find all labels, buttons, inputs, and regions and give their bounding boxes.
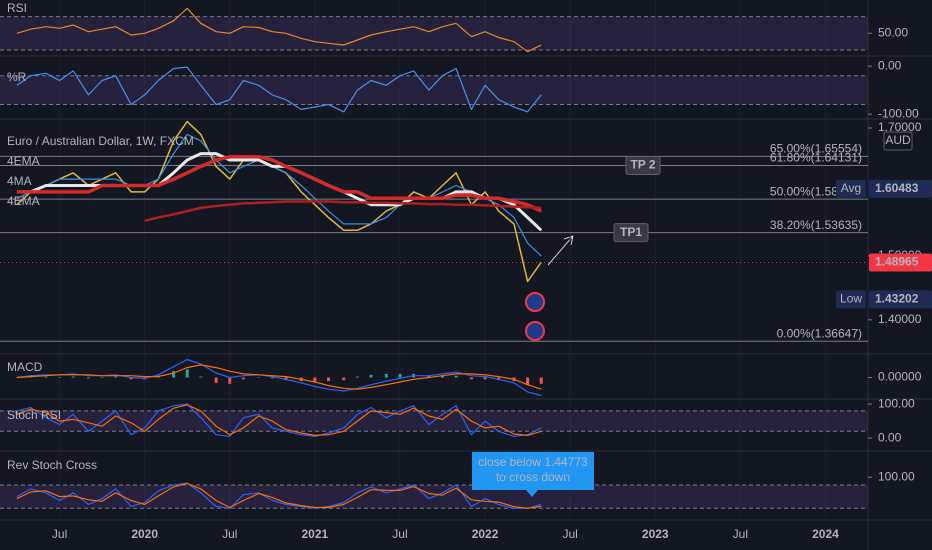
target-label: TP 2 [630,158,655,172]
currency-box [883,131,913,151]
series-line [16,364,542,390]
callout-text: close below 1.44773 [478,455,588,469]
y-tick-label: 1.70000 [878,120,922,134]
price-badge-label: 1.43202 [875,292,919,306]
y-tick-label: 100.00 [878,469,915,483]
histogram-bar [58,377,62,378]
callout-text: to cross down [496,470,570,484]
x-tick-label: 2022 [472,527,499,541]
y-tick-label: 1.40000 [878,312,922,326]
target-box [613,223,649,243]
callout [472,452,594,497]
series-line [17,155,542,213]
target-box [625,156,661,176]
histogram-bar [71,376,75,378]
x-tick-label: Jul [733,527,748,541]
histogram-bar [483,377,487,380]
y-tick-label: 0.00 [878,58,902,72]
x-tick-label: Jul [392,527,407,541]
series-line [16,482,542,509]
histogram-bar [526,377,530,385]
histogram-bar [313,377,317,382]
legend-entry: 4EMA [7,154,40,168]
x-tick-label: Jul [222,527,237,541]
x-tick-label: Jul [562,527,577,541]
histogram-bar [326,377,330,382]
histogram-bar [199,376,203,378]
panel-title: Rev Stoch Cross [7,458,97,472]
marker-name: Low [840,292,862,306]
x-tick-label: 2021 [302,527,329,541]
y-tick-label: -100.00 [878,106,919,120]
legend-entry: 4EMA [7,194,40,208]
marker-name: Avg [841,181,861,195]
currency-label: AUD [885,133,911,147]
histogram-bar [342,377,346,381]
histogram-bar [539,377,543,384]
histogram-bar [270,377,274,379]
histogram-bar [185,369,189,378]
price-badge-label: 1.48965 [875,255,919,269]
price-badge [869,290,932,309]
histogram-bar [384,373,388,378]
panel-title: Euro / Australian Dollar, 1W, FXCM [7,134,194,148]
legend-entry: 4MA [7,174,32,188]
histogram-bar [469,377,473,380]
x-tick-label: 2023 [642,527,669,541]
marker-tag [836,290,866,309]
histogram-bar [228,377,232,384]
histogram-bar [129,377,133,380]
x-tick-label: 2020 [131,527,158,541]
x-tick-label: 2024 [812,527,839,541]
fib-label: 65.00%(1.65554) [770,142,862,156]
panel-title: MACD [7,360,43,374]
series-line [16,7,542,53]
y-tick-label: 100.00 [878,396,915,410]
y-tick-label: 50.00 [878,26,908,40]
histogram-bar [441,375,445,378]
histogram-bar [100,377,104,378]
histogram-bar [114,376,118,378]
series-line [16,482,542,509]
y-tick-label: 0.00 [878,430,902,444]
x-tick-label: Jul [52,527,67,541]
band-fill [0,16,868,51]
histogram-bar [427,375,431,378]
histogram-bar [454,375,458,378]
band-fill [0,75,868,105]
series-line [16,66,542,113]
price-badge [869,253,932,272]
y-tick-label: 0.00000 [878,370,922,384]
target-label: TP1 [620,225,642,239]
series-line [16,403,542,437]
marker-tag [836,179,866,198]
histogram-bar [355,376,359,378]
series-line [144,200,542,222]
histogram-bar [214,377,218,383]
price-badge [869,179,932,198]
panel-title: %R [7,70,27,84]
histogram-bar [257,377,261,378]
fib-label: 0.00%(1.36647) [777,326,862,340]
event-icon[interactable] [525,321,545,341]
histogram-bar [172,371,176,378]
arrow [547,235,574,266]
arrow-head [563,235,574,246]
fib-label: 38.20%(1.53635) [770,218,862,232]
series-line [16,404,542,436]
fib-label: 61.80%(1.64131) [770,151,862,165]
histogram-bar [241,377,245,380]
histogram-bar [44,376,48,378]
panel-title: RSI [7,1,27,15]
histogram-bar [398,373,402,378]
histogram-bar [87,377,91,379]
panel-title: Stoch RSI [7,408,61,422]
price-badge-label: 1.60483 [875,181,919,195]
series-line [16,133,542,257]
histogram-bar [369,374,373,378]
event-icon[interactable] [525,292,545,312]
